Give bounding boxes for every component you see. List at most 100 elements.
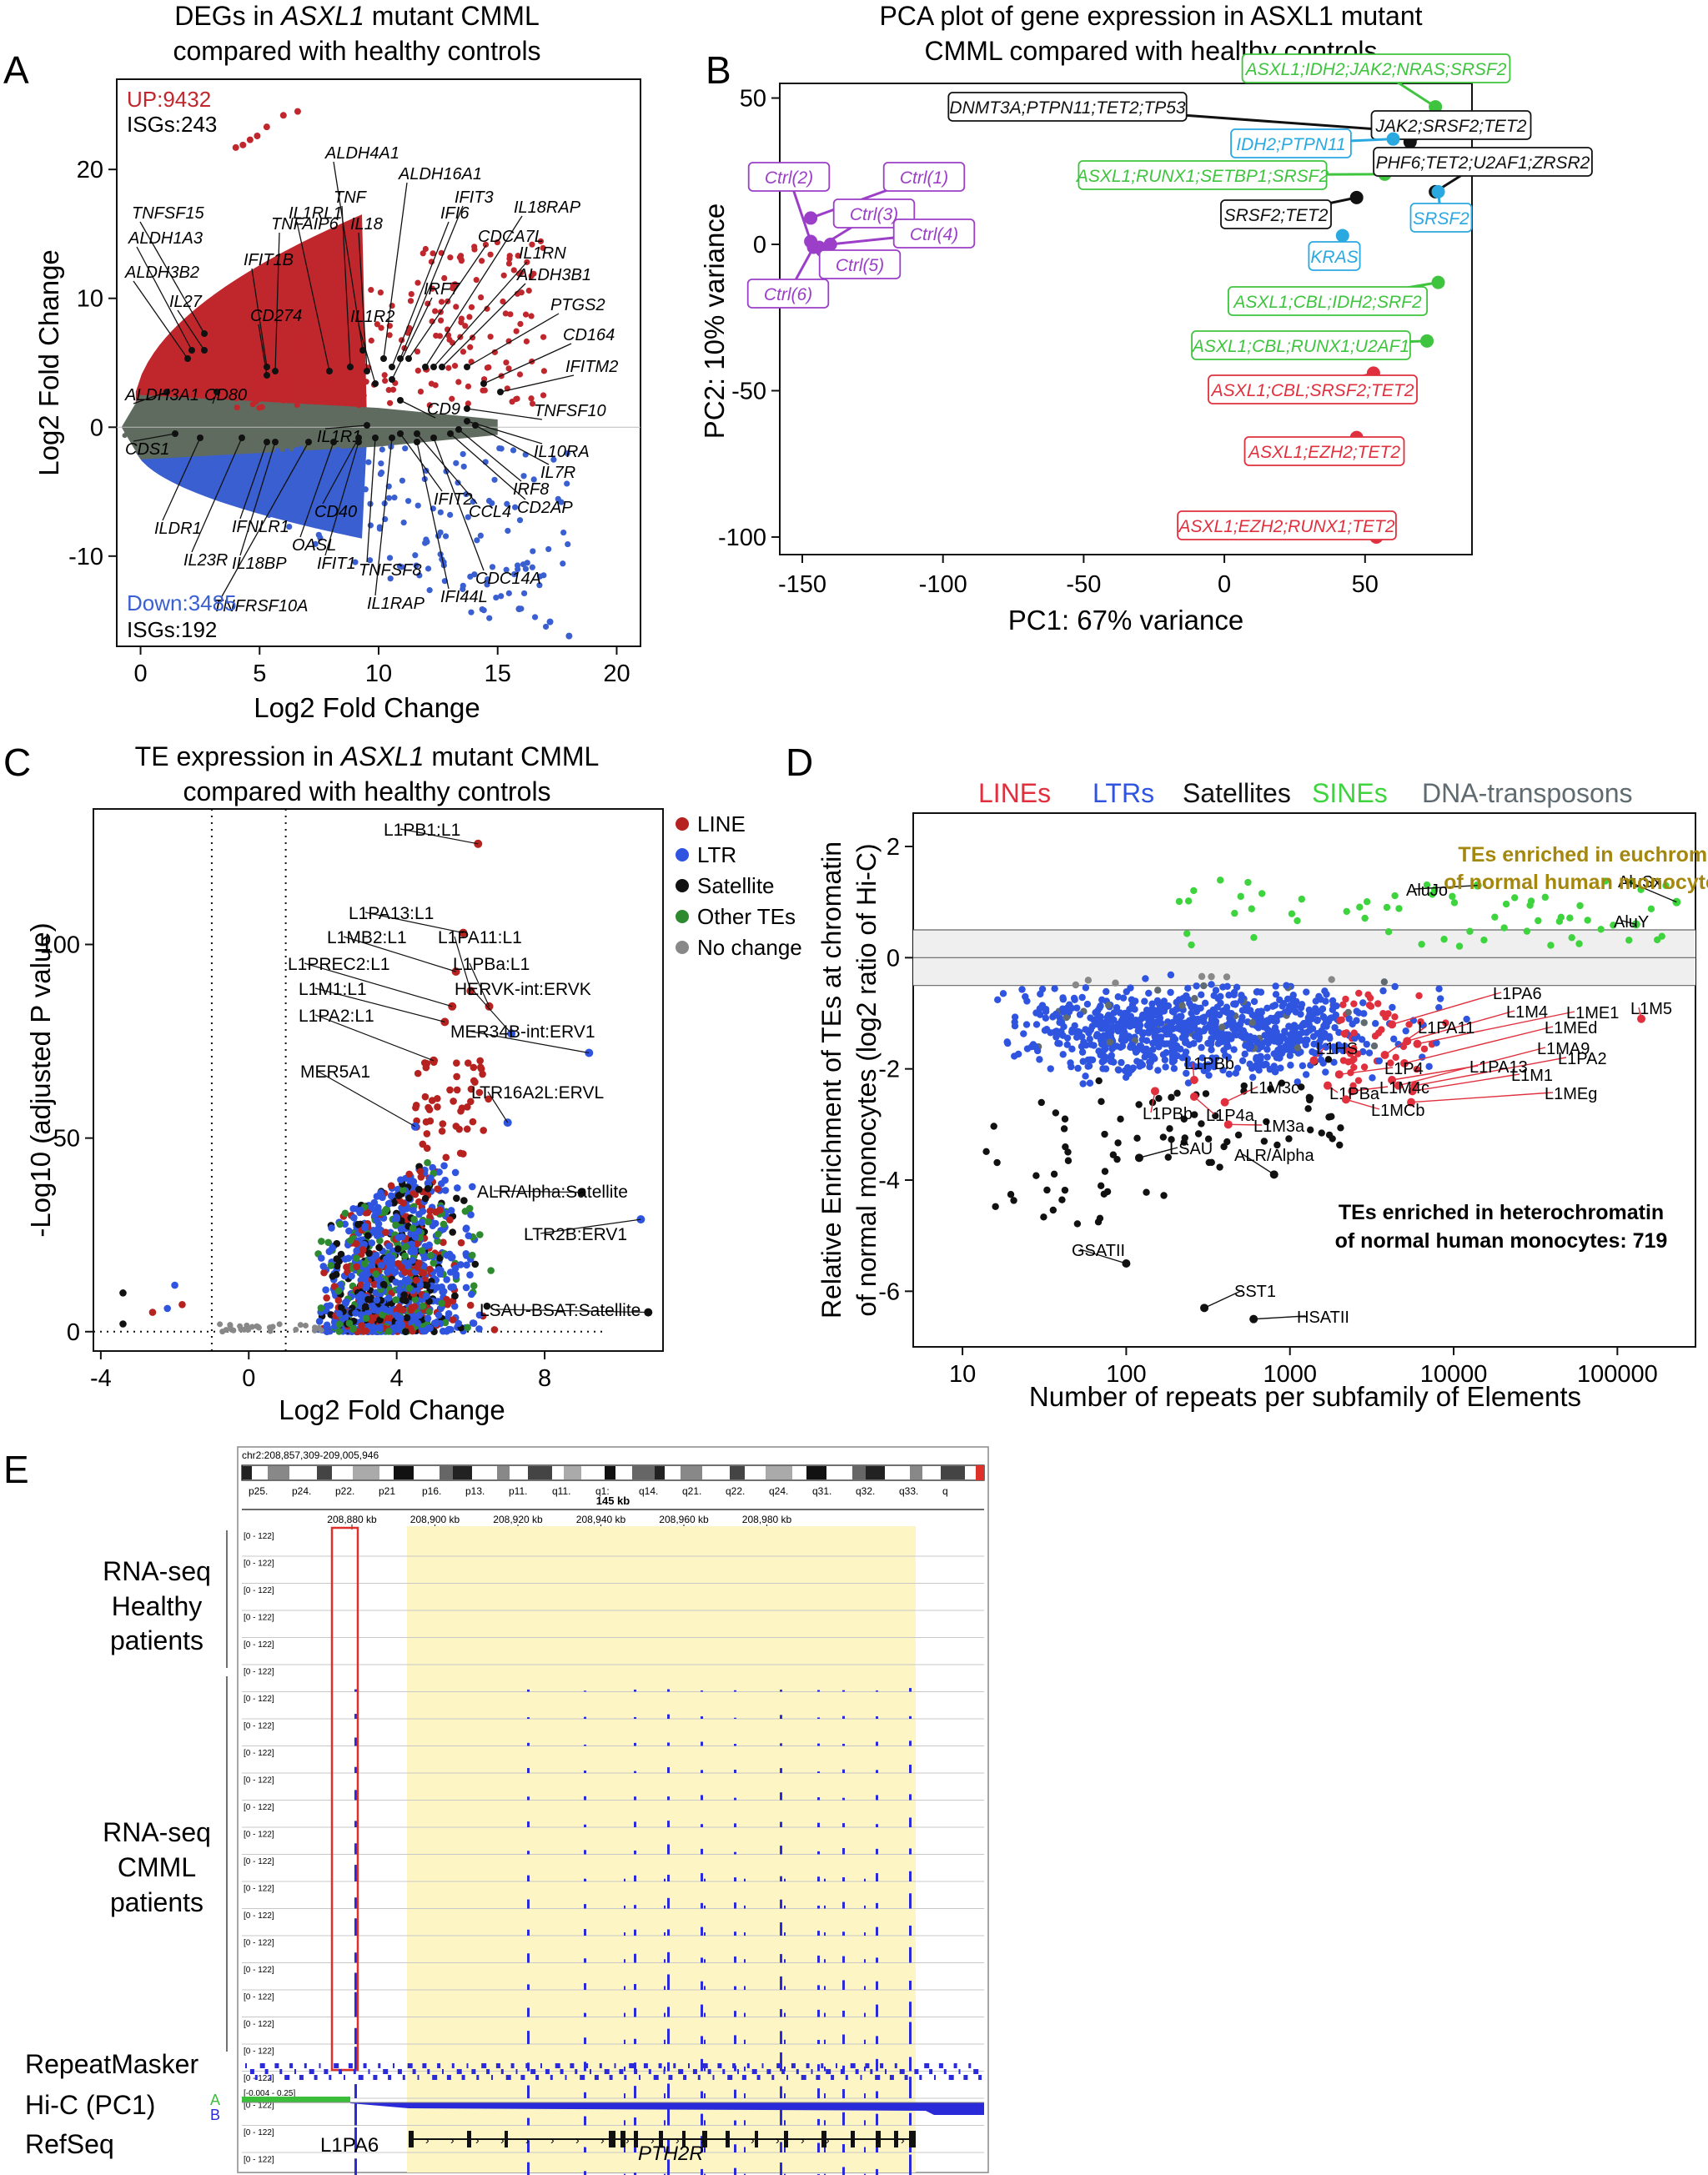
te-point xyxy=(475,1325,483,1333)
leader-line xyxy=(450,433,526,500)
te-subfamily-point xyxy=(1302,1036,1310,1043)
te-subfamily-point xyxy=(1071,1022,1078,1030)
te-point xyxy=(384,1199,393,1208)
te-subfamily-point xyxy=(1336,1017,1344,1024)
sine-point xyxy=(1535,917,1542,925)
line-te-point xyxy=(414,1069,422,1077)
strand-arrow: › xyxy=(876,2133,880,2147)
coverage-peak xyxy=(701,1957,703,1963)
te-point xyxy=(446,1268,455,1276)
coverage-peak xyxy=(909,2022,912,2044)
te-subfamily-point xyxy=(1212,1017,1220,1025)
down-gene-point xyxy=(367,522,374,529)
point-label: Ctrl(5) xyxy=(836,256,884,275)
te-point xyxy=(457,1238,465,1247)
up-gene-point xyxy=(414,348,421,355)
te-subfamily-point xyxy=(1068,1062,1075,1071)
coverage-peak xyxy=(584,1690,586,1692)
up-gene-point xyxy=(269,360,276,367)
te-subfamily-point xyxy=(1371,1032,1379,1040)
panel-b-xlabel: PC1: 67% variance xyxy=(1008,605,1243,635)
label-anchor xyxy=(201,347,208,354)
te-subfamily-point xyxy=(1036,1056,1043,1063)
te-subfamily-point xyxy=(1105,1002,1113,1009)
down-gene-point xyxy=(324,515,331,522)
strand-arrow: › xyxy=(525,2133,530,2147)
panel-e-genome-browser: chr2:208,857,309-209,005,946 p25. p24. p22… xyxy=(25,1446,989,2175)
nonsig-gene-point xyxy=(268,411,274,417)
up-gene-point xyxy=(253,398,259,404)
coverage-peak xyxy=(624,2147,625,2152)
te-point xyxy=(359,1271,366,1279)
te-subfamily-point xyxy=(1059,1032,1067,1039)
te-subfamily-point xyxy=(1353,1007,1360,1015)
te-point xyxy=(359,1246,367,1253)
coverage-peak xyxy=(780,2031,782,2044)
coverage-peak xyxy=(701,1770,703,1773)
point-label-box xyxy=(1191,330,1411,360)
coverage-peak xyxy=(784,1959,786,1963)
te-subfamily-point xyxy=(1228,1035,1235,1042)
te-point xyxy=(468,1251,476,1259)
panel-a-volcano: DEGs in ASXL1 mutant CMML compared with … xyxy=(33,1,641,723)
label-anchor xyxy=(172,430,178,437)
coverage-peak xyxy=(701,1848,703,1855)
coverage-peak xyxy=(634,2038,636,2044)
te-subfamily-point xyxy=(1253,988,1261,996)
te-subfamily-point xyxy=(1405,1021,1413,1028)
te-point xyxy=(449,1228,456,1236)
repeat-element xyxy=(432,2075,438,2080)
coverage-peak xyxy=(734,2089,736,2098)
te-point xyxy=(323,1294,330,1302)
chromosome-band xyxy=(681,1466,702,1479)
down-gene-point xyxy=(299,505,306,511)
repeat-element xyxy=(836,2063,837,2068)
track-range: [0 - 122] xyxy=(244,1532,274,1541)
coverage-peak xyxy=(784,2093,786,2098)
coverage-peak xyxy=(876,1957,878,1963)
coverage-peak xyxy=(876,1902,878,1909)
point-label-box xyxy=(1409,203,1473,233)
coverage-peak xyxy=(817,2009,820,2017)
satellite-point xyxy=(1061,1186,1069,1194)
leader-line xyxy=(139,221,205,334)
leader-line xyxy=(322,437,359,505)
down-gene-point xyxy=(362,486,369,493)
down-gene-point xyxy=(396,563,404,570)
te-point xyxy=(440,1220,448,1228)
repeat-element xyxy=(776,2063,782,2068)
coverage-peak xyxy=(634,1771,636,1773)
gene-exon xyxy=(409,2131,414,2147)
legend-swatch xyxy=(676,879,689,892)
repeat-element xyxy=(604,2069,610,2074)
te-subfamily-point xyxy=(1304,1105,1312,1113)
repeat-element xyxy=(397,2069,402,2074)
te-subfamily-point xyxy=(1184,984,1192,992)
up-gene-point xyxy=(529,400,536,407)
sine-point xyxy=(1231,909,1238,917)
coverage-peak xyxy=(354,1897,357,1909)
sine-point xyxy=(1183,930,1191,937)
coverage-peak xyxy=(701,1690,703,1692)
leader-line xyxy=(136,246,193,351)
coverage-peak xyxy=(734,2011,736,2017)
panel-e-cmml-label-2: CMML xyxy=(118,1852,196,1882)
te-point xyxy=(435,1266,443,1273)
down-gene-point xyxy=(378,460,384,467)
coverage-peak xyxy=(842,1848,845,1855)
chromosome-band xyxy=(852,1466,866,1479)
nochange-point xyxy=(276,1321,283,1328)
down-gene-point xyxy=(435,533,442,540)
down-gene-point xyxy=(367,500,374,507)
te-subfamily-point xyxy=(1284,995,1292,1003)
coverage-peak xyxy=(704,1905,706,1909)
chromosome-band xyxy=(252,1466,268,1479)
te-point xyxy=(373,1232,381,1239)
label-anchor xyxy=(264,439,270,445)
x-tick-label: 15 xyxy=(485,661,511,687)
down-gene-point xyxy=(515,565,521,573)
te-point xyxy=(426,1265,434,1273)
coverage-peak xyxy=(784,1986,786,1990)
coverage-peak xyxy=(744,1986,746,1990)
down-gene-point xyxy=(377,470,384,477)
